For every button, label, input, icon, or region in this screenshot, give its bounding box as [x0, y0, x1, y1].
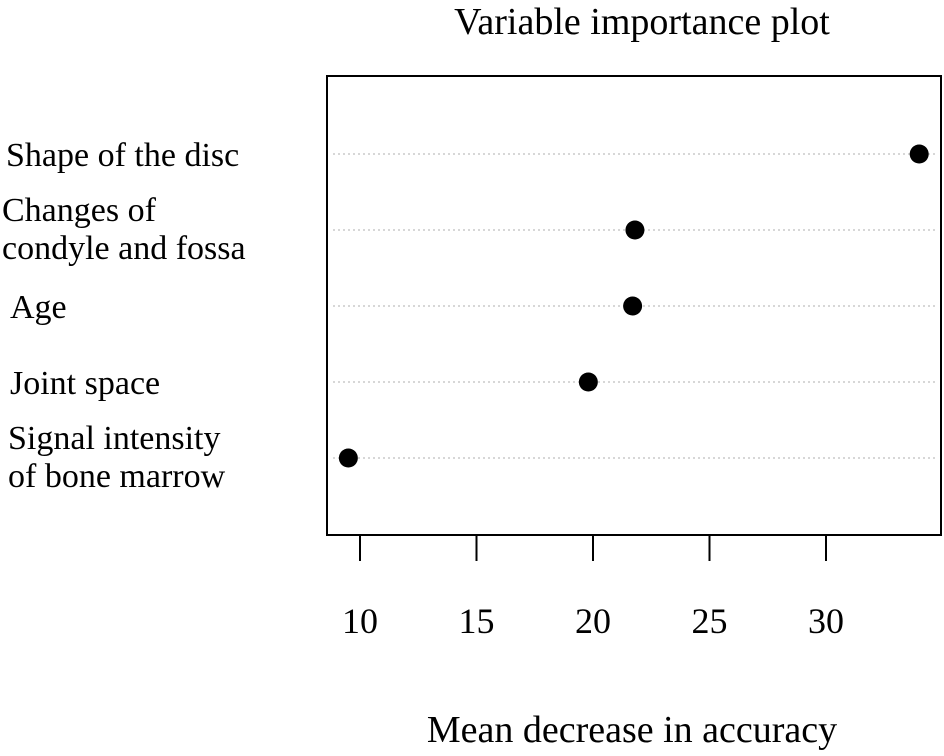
x-tick-label: 30: [808, 601, 844, 641]
data-point: [578, 372, 598, 392]
data-point: [909, 144, 929, 164]
category-labels: Shape of the disc Changes of condyle and f…: [2, 137, 246, 495]
category-label: Shape of the disc: [6, 137, 239, 174]
data-point: [625, 220, 645, 240]
category-label: Signal intensity of bone marrow: [8, 420, 226, 495]
data-point: [623, 296, 643, 316]
x-tick-label: 20: [575, 601, 611, 641]
chart-title: Variable importance plot: [454, 1, 830, 43]
plot-frame: [326, 75, 942, 536]
x-tick-label: 15: [459, 601, 495, 641]
data-points: [338, 144, 929, 468]
category-label: Joint space: [10, 365, 160, 402]
x-tick-label: 10: [342, 601, 378, 641]
category-label: Changes of condyle and fossa: [2, 192, 246, 267]
x-tick-label: 25: [692, 601, 728, 641]
category-label: Age: [10, 289, 67, 326]
x-axis: 10 15 20 25 30: [342, 535, 844, 641]
data-point: [338, 448, 358, 468]
x-axis-label: Mean decrease in accuracy: [427, 709, 837, 751]
